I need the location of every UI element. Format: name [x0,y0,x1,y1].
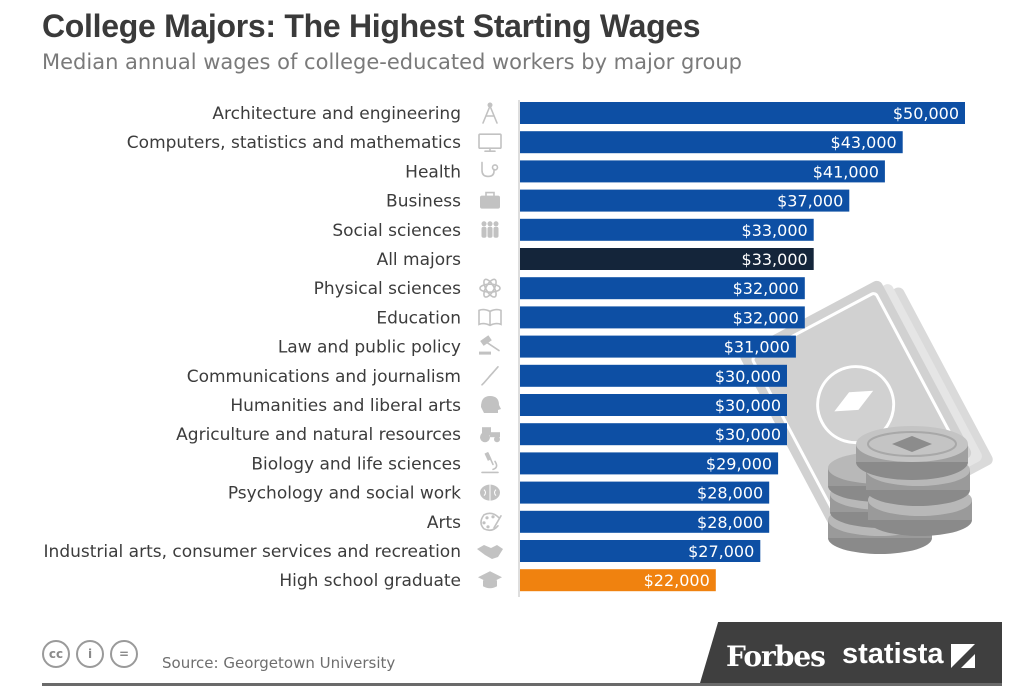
category-label: Business [386,192,461,212]
bar-value-label: $43,000 [831,133,897,152]
forbes-logo: Forbes [726,640,826,673]
bar [520,394,787,416]
attribution-icon: i [76,640,104,668]
category-label: Health [405,162,461,182]
microscope-icon [481,451,499,474]
category-label: High school graduate [279,571,461,591]
briefcase-icon [480,191,500,209]
bar-value-label: $32,000 [733,308,799,327]
bar-value-label: $31,000 [724,338,790,357]
bar [520,218,814,241]
bar [520,160,885,183]
graduation-cap-icon [478,571,502,589]
category-label: Education [376,308,461,328]
bar-value-label: $37,000 [777,192,843,211]
bar [520,423,787,446]
no-derivatives-icon: = [110,640,138,668]
bar [520,306,805,329]
footer: cc i = Source: Georgetown University For… [0,622,1024,697]
bar [520,569,716,592]
bar-value-label: $30,000 [715,396,781,415]
chart-subtitle: Median annual wages of college-educated … [42,50,742,74]
category-label: Agriculture and natural resources [176,425,461,445]
category-label: Humanities and liberal arts [230,396,461,416]
bar [520,364,787,387]
brain-icon [480,484,500,501]
bar-value-label: $41,000 [813,162,879,181]
statista-logo: statista [842,638,944,670]
palette-icon [480,512,502,532]
bar [520,540,761,562]
bar [520,452,779,475]
category-label: Computers, statistics and mathematics [127,133,461,153]
bar [520,131,903,154]
head-icon [481,396,501,413]
bar-value-label: $32,000 [733,279,799,298]
category-label: Physical sciences [314,279,462,299]
pen-icon [481,366,499,386]
monitor-icon [478,133,502,152]
category-label: Industrial arts, consumer services and r… [44,542,461,562]
category-label: Biology and life sciences [251,454,461,474]
bar-value-label: $33,000 [742,250,808,269]
bar-value-label: $50,000 [893,104,959,123]
stethoscope-icon [481,161,499,178]
bar-chart: $50,000 Architecture and engineering $43,0… [44,100,993,597]
compass-icon [482,102,498,124]
money-coins-illustration [740,280,993,554]
bar [520,248,814,270]
bar-value-label: $30,000 [715,367,781,386]
people-icon [481,221,499,238]
gavel-icon [479,335,500,355]
bar-value-label: $28,000 [697,513,763,532]
atom-icon [479,278,501,298]
bar [520,335,796,358]
bar-value-label: $33,000 [742,221,808,240]
bar [520,510,770,533]
bar-value-label: $22,000 [644,571,710,590]
category-label: Psychology and social work [228,484,461,504]
bar-value-label: $29,000 [706,454,772,473]
bar-value-label: $28,000 [697,484,763,503]
bar-value-label: $30,000 [715,425,781,444]
bar [520,102,965,124]
category-label: Communications and journalism [187,367,461,387]
category-label: Arts [427,513,461,533]
category-label: Architecture and engineering [212,104,461,124]
statista-mark-icon [951,644,975,668]
footer-divider [42,683,1002,686]
bar [520,189,850,212]
chart-title: College Majors: The Highest Starting Wag… [42,8,701,44]
bar [520,481,770,504]
category-label: Social sciences [332,221,461,241]
category-label: Law and public policy [278,338,461,358]
source-text: Source: Georgetown University [162,654,396,672]
book-icon [478,308,502,327]
tractor-icon [480,427,500,443]
handshake-icon [477,545,503,559]
cc-icon: cc [42,640,70,668]
bar [520,277,805,300]
category-label: All majors [377,250,462,270]
bar-value-label: $27,000 [688,542,754,561]
